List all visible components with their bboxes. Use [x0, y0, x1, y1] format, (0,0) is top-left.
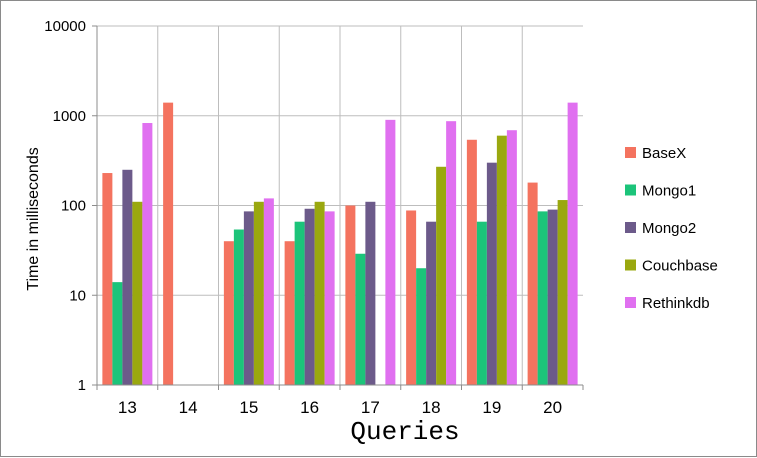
- bar-mongo2-q13: [122, 169, 133, 385]
- legend-label-mongo2: Mongo2: [642, 220, 696, 237]
- legend-swatch-basex: [625, 147, 636, 158]
- legend-label-basex: BaseX: [642, 145, 686, 162]
- bar-couchbase-q15: [253, 201, 264, 385]
- bar-basex-q18: [406, 210, 417, 385]
- bar-mongo1-q13: [112, 282, 123, 385]
- bar-mongo1-q18: [416, 268, 427, 385]
- x-tick-label: 18: [422, 398, 441, 417]
- grid-lines: [97, 25, 583, 386]
- bar-couchbase-q13: [132, 201, 143, 385]
- bar-basex-q13: [102, 173, 113, 385]
- x-tick-label: 13: [118, 398, 137, 417]
- bar-mongo2-q20: [547, 209, 558, 385]
- bar-couchbase-q16: [314, 201, 325, 385]
- bar-basex-q20: [527, 182, 538, 385]
- bar-mongo1-q15: [233, 229, 244, 385]
- bar-rethinkdb-q20: [567, 102, 578, 385]
- bar-mongo1-q16: [294, 221, 305, 385]
- bar-mongo2-q17: [365, 201, 376, 385]
- y-tick-label: 10000: [44, 18, 86, 35]
- bar-basex-q19: [466, 139, 477, 385]
- bar-couchbase-q19: [496, 135, 507, 385]
- legend-label-mongo1: Mongo1: [642, 183, 696, 200]
- bar-rethinkdb-q16: [324, 211, 335, 385]
- bar-rethinkdb-q13: [142, 123, 153, 385]
- y-axis-label: Time in milliseconds: [25, 147, 42, 290]
- legend-swatch-mongo1: [625, 184, 636, 196]
- x-tick-labels: 13 14 15 16 17 18 19 20: [118, 398, 562, 417]
- bars: [102, 102, 578, 385]
- y-tick-label: 10: [69, 287, 86, 304]
- bar-basex-q16: [284, 241, 295, 385]
- bar-mongo1-q19: [476, 221, 487, 385]
- y-tick-label: 1: [78, 377, 86, 394]
- bar-basex-q15: [223, 241, 234, 385]
- legend-label-couchbase: Couchbase: [642, 258, 718, 275]
- y-tick-label: 100: [61, 198, 86, 215]
- legend-swatch-rethinkdb: [625, 297, 636, 308]
- bar-mongo1-q20: [537, 211, 548, 385]
- legend-swatch-mongo2: [625, 222, 636, 233]
- bar-couchbase-q18: [436, 166, 447, 385]
- bar-basex-q14: [163, 102, 174, 385]
- x-tick-label: 19: [482, 398, 501, 417]
- bar-couchbase-q20: [557, 200, 568, 385]
- bar-mongo1-q17: [355, 253, 366, 385]
- x-axis-label: Queries: [350, 417, 459, 447]
- bar-rethinkdb-q19: [506, 130, 517, 385]
- bar-mongo2-q16: [304, 208, 315, 385]
- bar-rethinkdb-q18: [446, 121, 457, 385]
- x-tick-label: 16: [300, 398, 319, 417]
- x-tick-label: 14: [179, 398, 198, 417]
- x-tick-label: 17: [361, 398, 380, 417]
- y-tick-label: 1000: [53, 108, 86, 125]
- x-tick-label: 20: [543, 398, 562, 417]
- axes: [92, 25, 584, 390]
- legend-swatch-couchbase: [625, 259, 636, 271]
- bar-mongo2-q19: [486, 162, 497, 385]
- bar-basex-q17: [345, 205, 356, 385]
- legend-label-rethinkdb: Rethinkdb: [642, 295, 710, 312]
- bar-rethinkdb-q15: [263, 198, 274, 385]
- legend: BaseX Mongo1 Mongo2 Couchbase Rethinkdb: [625, 145, 718, 312]
- bar-mongo2-q18: [426, 221, 437, 385]
- x-tick-label: 15: [239, 398, 258, 417]
- y-tick-labels: 1 10 100 1000 10000: [44, 18, 86, 394]
- bar-rethinkdb-q17: [385, 119, 396, 385]
- bar-mongo2-q15: [243, 211, 254, 385]
